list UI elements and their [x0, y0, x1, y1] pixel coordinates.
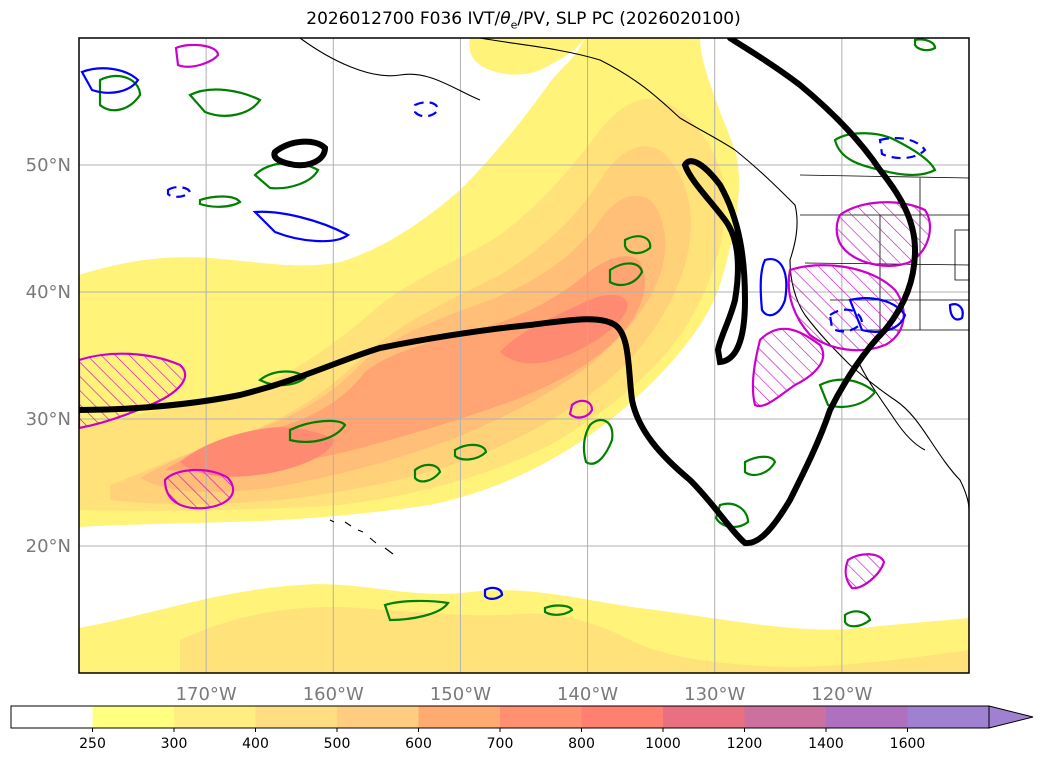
chart-title: 2026012700 F036 IVT/θe/PV, SLP PC (20260…	[306, 9, 741, 32]
lon-tick-label: 160°W	[303, 684, 364, 705]
lon-tick-label: 170°W	[176, 684, 237, 705]
theta-e-pos-12	[383, 599, 450, 622]
colorbar-segment	[255, 706, 338, 728]
lon-tick-label: 130°W	[684, 684, 745, 705]
theta-e-pos-10	[714, 502, 750, 528]
lat-tick-label: 40°N	[26, 282, 71, 303]
theta-e-positive-contours	[98, 38, 937, 628]
colorbar-segment	[663, 706, 745, 728]
theta-e-pos-18	[843, 610, 872, 628]
coastline-baja	[859, 364, 926, 451]
colorbar	[10, 705, 1034, 729]
longitude-tick-labels: 170°W 160°W 150°W 140°W 130°W 120°W	[176, 684, 873, 705]
colorbar-segment	[11, 706, 93, 728]
colorbar-tick-label: 1200	[727, 736, 763, 752]
theta-e-neg-8	[828, 308, 864, 333]
ivt-fill-600	[165, 256, 645, 472]
colorbar-segment	[337, 706, 419, 728]
theta-e-neg-10	[948, 303, 964, 321]
coastline-north-america	[734, 149, 969, 511]
theta-e-pos-5	[98, 74, 142, 112]
theta-e-pos-3	[253, 161, 320, 190]
theta-e-neg-2	[252, 210, 351, 243]
colorbar-tick-label: 1400	[808, 736, 844, 752]
hawaii-islands	[329, 519, 394, 555]
ivt-fill-400	[110, 146, 691, 505]
ivt-fill-300-south	[180, 607, 969, 673]
theta-e-pos-9	[582, 418, 614, 465]
ivt-fill-800-east	[500, 294, 628, 364]
colorbar-segment	[500, 706, 582, 728]
ivt-fill-800-west	[180, 427, 335, 477]
slp-contour-inner	[681, 158, 749, 366]
theta-e-pos-13	[543, 604, 574, 616]
colorbar-segment	[744, 706, 827, 728]
pv-contour-small-1	[568, 399, 594, 419]
theta-e-neg-6	[166, 186, 192, 198]
lat-tick-label: 20°N	[26, 536, 71, 557]
slp-contour-main	[79, 38, 919, 547]
theta-e-pos-17	[623, 235, 652, 255]
lon-tick-label: 140°W	[557, 684, 618, 705]
theta-e-neg-5	[413, 101, 440, 118]
theta-e-negative-contours	[80, 67, 964, 600]
theta-e-neg-1	[80, 67, 140, 94]
colorbar-segment	[581, 706, 664, 728]
colorbar-tick-label: 600	[405, 736, 432, 752]
colorbar-segment	[418, 706, 501, 728]
theta-e-pos-6	[198, 195, 242, 208]
colorbar-extend-arrow	[988, 705, 1034, 729]
colorbar-segment	[826, 706, 908, 728]
colorbar-tick-label: 500	[324, 736, 351, 752]
lat-tick-label: 30°N	[26, 409, 71, 430]
colorbar-segment	[92, 706, 175, 728]
theta-e-pos-2	[288, 419, 347, 443]
colorbar-tick-label: 1000	[645, 736, 681, 752]
slp-contour-small	[271, 138, 329, 169]
pv-contours	[79, 43, 932, 590]
pv-contour-coast	[751, 327, 825, 408]
theta-e-neg-7	[878, 136, 927, 160]
gridlines	[79, 38, 969, 673]
colorbar-tick-labels: 250 300 400 500 600 700 800 1000 1200 1400 1600	[79, 728, 925, 752]
theta-e-pos-15	[818, 378, 877, 409]
ivt-fill-250-top	[469, 38, 585, 75]
colorbar-tick-label: 700	[487, 736, 514, 752]
pv-contour-south	[844, 553, 886, 590]
theta-e-pos-11	[743, 455, 777, 477]
theta-e-neg-4	[848, 297, 907, 333]
lon-tick-label: 120°W	[811, 684, 872, 705]
ivt-fill-1000-core	[250, 445, 302, 464]
colorbar-tick-label: 1600	[890, 736, 926, 752]
lat-tick-label: 50°N	[26, 155, 71, 176]
latitude-tick-labels: 20°N 30°N 40°N 50°N	[26, 155, 71, 557]
colorbar-tick-label: 300	[161, 736, 188, 752]
coastline-alaska	[299, 38, 736, 151]
theta-e-neg-9	[483, 586, 504, 600]
theta-e-pos-7	[413, 463, 442, 483]
pv-contour-small-2	[174, 43, 220, 68]
theta-e-neg-3	[759, 257, 788, 317]
colorbar-tick-label: 400	[242, 736, 269, 752]
theta-e-pos-16	[608, 262, 644, 287]
lon-tick-label: 150°W	[430, 684, 491, 705]
colorbar-tick-label: 800	[568, 736, 595, 752]
colorbar-tick-label: 250	[79, 736, 106, 752]
colorbar-segment	[174, 706, 256, 728]
theta-e-pos-8	[453, 443, 488, 461]
slp-pc-contours	[79, 38, 919, 547]
theta-e-pos-14	[833, 132, 937, 176]
theta-e-pos-4	[188, 88, 262, 117]
colorbar-segment	[907, 706, 990, 728]
theta-e-pos-19	[913, 38, 937, 52]
pv-contour-southwest	[163, 468, 235, 510]
map-frame	[78, 37, 970, 674]
pv-contour-inland	[787, 264, 905, 352]
map-layers	[79, 38, 969, 673]
